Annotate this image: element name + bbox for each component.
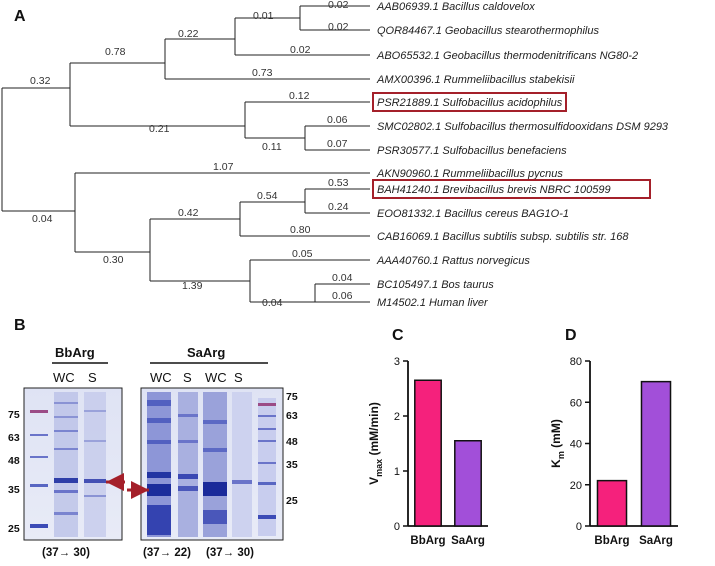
branch-length: 0.04	[332, 272, 353, 284]
branch-length: 0.02	[328, 0, 349, 11]
branch-length: 0.54	[257, 190, 278, 202]
panel-b-letter: B	[14, 317, 26, 334]
panel-c-letter: C	[392, 327, 404, 344]
category-label: SaArg	[639, 535, 673, 547]
taxon-label: BAH41240.1 Brevibacillus brevis NBRC 100…	[377, 184, 611, 196]
panel-d-letter: D	[565, 327, 577, 344]
branch-length: 0.04	[262, 297, 283, 309]
marker-label: 63	[286, 410, 298, 422]
marker-label: 48	[8, 455, 20, 467]
saarg-gel-title: SaArg	[187, 345, 225, 360]
bar	[640, 380, 672, 527]
y-tick-label: 80	[570, 356, 582, 368]
y-tick-label: 0	[394, 521, 400, 533]
marker-label: 35	[286, 459, 298, 471]
marker-label: 48	[286, 436, 298, 448]
category-label: BbArg	[410, 535, 445, 547]
taxon-label: AAA40760.1 Rattus norvegicus	[376, 255, 530, 267]
panel-a-letter: A	[14, 8, 26, 25]
y-tick-label: 60	[570, 397, 582, 409]
highlight-box	[372, 92, 567, 112]
y-tick-label: 20	[570, 480, 582, 492]
branch-length: 0.04	[32, 213, 53, 225]
taxon-label: EOO81332.1 Bacillus cereus BAG1O-1	[377, 208, 569, 220]
marker-label: 25	[286, 495, 298, 507]
chart-km: 0 20 40 60 80 BbArg SaArg Km (mM)	[549, 356, 678, 547]
taxon-label: CAB16069.1 Bacillus subtilis subsp. subt…	[377, 231, 629, 243]
lane-label: S	[183, 370, 192, 385]
taxon-label: BC105497.1 Bos taurus	[377, 279, 494, 291]
y-tick-label: 3	[394, 356, 400, 368]
bar	[596, 479, 628, 527]
branch-length: 0.32	[30, 75, 51, 87]
bar	[414, 379, 442, 527]
branch-length: 0.24	[328, 201, 349, 213]
y-tick-label: 1	[394, 466, 400, 478]
taxon-label: ABO65532.1 Geobacillus thermodenitrifica…	[376, 50, 638, 62]
phylogenetic-tree	[1, 5, 370, 303]
marker-label: 35	[8, 484, 20, 496]
condition-label: (37→ 22)	[143, 547, 191, 559]
marker-label: 25	[8, 523, 20, 535]
taxon-label: M14502.1 Human liver	[377, 297, 489, 309]
bbarg-gel-image	[23, 387, 123, 541]
branch-length: 0.11	[262, 141, 282, 153]
marker-label: 75	[8, 409, 20, 421]
branch-length: 0.02	[328, 21, 349, 33]
branch-length: 1.07	[213, 161, 234, 173]
taxon-label: AAB06939.1 Bacillus caldovelox	[376, 1, 535, 13]
branch-length: 0.22	[178, 28, 199, 40]
y-tick-label: 2	[394, 411, 400, 423]
branch-length: 0.12	[289, 90, 310, 102]
branch-length: 0.06	[327, 114, 348, 126]
branch-length: 0.30	[103, 254, 124, 266]
branch-length: 0.42	[178, 207, 199, 219]
bbarg-gel-title: BbArg	[55, 345, 95, 360]
highlight-box	[372, 179, 651, 199]
condition-label: (37→ 30)	[42, 547, 90, 559]
bar	[454, 440, 482, 527]
saarg-gel-image	[140, 387, 284, 541]
y-axis-label: Vmax (mM/min)	[367, 402, 384, 485]
marker-label: 63	[8, 432, 20, 444]
lane-label: WC	[150, 370, 172, 385]
lane-label: WC	[53, 370, 75, 385]
branch-length: 0.53	[328, 177, 349, 189]
branch-length: 0.02	[290, 44, 311, 56]
taxon-label: AKN90960.1 Rummeliibacillus pycnus	[376, 168, 563, 180]
marker-label: 75	[286, 391, 298, 403]
taxon-label: QOR84467.1 Geobacillus stearothermophilu…	[377, 25, 599, 37]
condition-label: (37→ 30)	[206, 547, 254, 559]
branch-length: 1.39	[182, 280, 203, 292]
taxon-label: PSR21889.1 Sulfobacillus acidophilus	[377, 97, 563, 109]
branch-length: 0.73	[252, 67, 273, 79]
y-tick-label: 0	[576, 521, 582, 533]
lane-label: S	[234, 370, 243, 385]
branch-length: 0.78	[105, 46, 126, 58]
lane-label: WC	[205, 370, 227, 385]
branch-length: 0.01	[253, 10, 274, 22]
branch-length: 0.05	[292, 248, 313, 260]
branch-length: 0.07	[327, 138, 348, 150]
branch-length: 0.80	[290, 224, 311, 236]
y-tick-label: 40	[570, 439, 582, 451]
branch-length: 0.06	[332, 290, 353, 302]
category-label: SaArg	[451, 535, 485, 547]
chart-vmax: 0 1 2 3 BbArg SaArg Vmax (mM/min)	[367, 356, 488, 547]
taxon-label: PSR30577.1 Sulfobacillus benefaciens	[377, 145, 567, 157]
taxon-label: AMX00396.1 Rummeliibacillus stabekisii	[376, 74, 575, 86]
lane-label: S	[88, 370, 97, 385]
category-label: BbArg	[594, 535, 629, 547]
taxon-label: SMC02802.1 Sulfobacillus thermosulfidoox…	[377, 121, 669, 133]
branch-length: 0.21	[149, 123, 170, 135]
y-axis-label: Km (mM)	[549, 419, 566, 468]
